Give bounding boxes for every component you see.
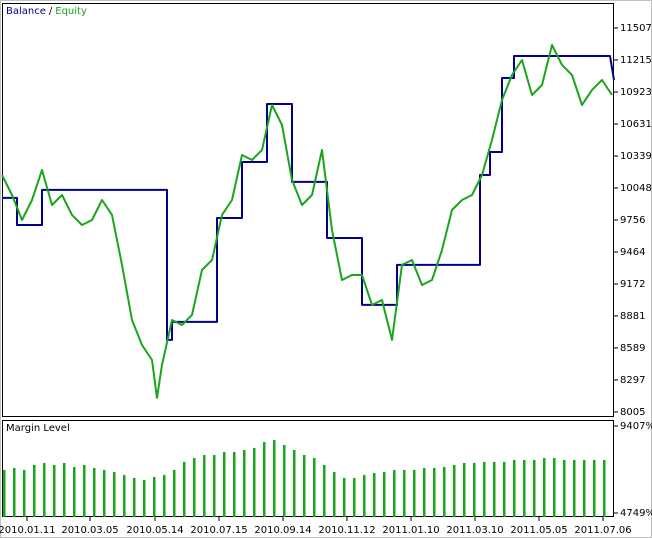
bar [513,459,516,517]
x-tick-label: 2010.11.12 [318,525,375,536]
bar [183,461,186,517]
bar [173,469,176,517]
bar [133,477,136,517]
bar [563,459,566,517]
bar [193,457,196,517]
y-tick-label: 8881 [620,311,645,322]
y-tick-label: 9756 [620,215,645,226]
bar [473,462,476,517]
bar [103,469,106,517]
bar [363,474,366,517]
bar [223,451,226,517]
bar [123,474,126,517]
bar [403,469,406,517]
x-tick-label: 2010.09.14 [254,525,311,536]
bar [93,467,96,517]
bar [493,461,496,517]
bar [163,474,166,517]
bar [243,449,246,517]
bar [23,469,26,517]
bar [313,457,316,517]
x-tick-label: 2011.03.10 [446,525,503,536]
bar [83,464,86,517]
bar [553,457,556,517]
bar [583,459,586,517]
bar [53,464,56,517]
y-tick-label: 10923 [620,87,652,98]
x-tick-label: 2010.05.14 [126,525,183,536]
bar [343,477,346,517]
legend-equity: Equity [55,6,87,17]
bar [273,439,276,517]
bar [233,451,236,517]
bar [333,471,336,517]
bar [143,479,146,517]
bar [293,449,296,517]
bar [603,459,606,517]
x-tick-label: 2010.07.15 [190,525,247,536]
bar [353,477,356,517]
legend-balance: Balance [6,6,46,17]
bar [573,459,576,517]
bar [593,459,596,517]
main-panel [2,3,614,417]
y-tick-label: 11507 [620,23,652,34]
bar [523,459,526,517]
bar [323,464,326,517]
y-tick-label: 11215 [620,55,652,66]
bar [3,469,6,517]
legend: Balance / Equity [6,6,87,17]
bar [43,462,46,517]
bar [33,464,36,517]
bar [373,472,376,517]
y-tick-label: 9407% [620,421,652,432]
bar [63,462,66,517]
y-tick-label: 8005 [620,407,645,418]
legend-separator: / [49,6,53,17]
bar [433,467,436,517]
bar [113,471,116,517]
y-tick-label: 8589 [620,343,645,354]
bar [73,466,76,517]
bar [13,467,16,517]
y-tick-label: 9464 [620,247,645,258]
y-tick-label: 8297 [620,375,645,386]
bar [423,467,426,517]
y-tick-label: 10631 [620,119,652,130]
bar [253,447,256,517]
y-tick-label: 10339 [620,151,652,162]
x-tick-label: 2011.01.10 [382,525,439,536]
bar [443,466,446,517]
bar [543,457,546,517]
series-line [1,44,613,399]
bar [393,469,396,517]
bar [153,476,156,517]
bar [203,454,206,517]
x-tick-label: 2010.01.11 [0,525,56,536]
y-tick-label: 9172 [620,279,645,290]
bar [413,469,416,517]
y-tick-label: 10048 [620,183,652,194]
bar [483,461,486,517]
bar [503,461,506,517]
bar [303,454,306,517]
bar [283,444,286,517]
x-tick-label: 2010.03.05 [61,525,118,536]
panel-title: Margin Level [6,423,70,434]
bar [533,459,536,517]
bar [213,454,216,517]
bar [453,464,456,517]
x-tick-label: 2011.07.06 [574,525,631,536]
x-tick-label: 2011.05.05 [510,525,567,536]
bar [383,471,386,517]
y-tick-label: 4749% [620,508,652,519]
bar [463,462,466,517]
bar [263,441,266,517]
